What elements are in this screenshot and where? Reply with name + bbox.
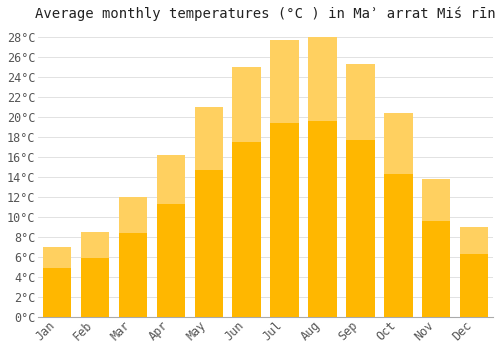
Bar xyxy=(270,40,299,123)
Bar xyxy=(346,64,374,140)
Bar xyxy=(81,232,110,258)
Bar xyxy=(232,67,261,142)
Bar xyxy=(270,40,299,317)
Title: Average monthly temperatures (°C ) in Maʾ arrat Miś rīn: Average monthly temperatures (°C ) in Ma… xyxy=(36,7,496,21)
Bar xyxy=(308,37,336,121)
Bar xyxy=(194,107,223,170)
Bar xyxy=(156,155,185,204)
Bar xyxy=(422,179,450,220)
Bar xyxy=(232,67,261,317)
Bar xyxy=(384,113,412,317)
Bar xyxy=(346,64,374,317)
Bar xyxy=(422,179,450,317)
Bar xyxy=(81,232,110,317)
Bar xyxy=(43,247,72,268)
Bar xyxy=(194,107,223,317)
Bar xyxy=(119,197,147,233)
Bar xyxy=(308,37,336,317)
Bar xyxy=(460,227,488,317)
Bar xyxy=(460,227,488,254)
Bar xyxy=(43,247,72,317)
Bar xyxy=(119,197,147,317)
Bar xyxy=(156,155,185,317)
Bar xyxy=(384,113,412,174)
